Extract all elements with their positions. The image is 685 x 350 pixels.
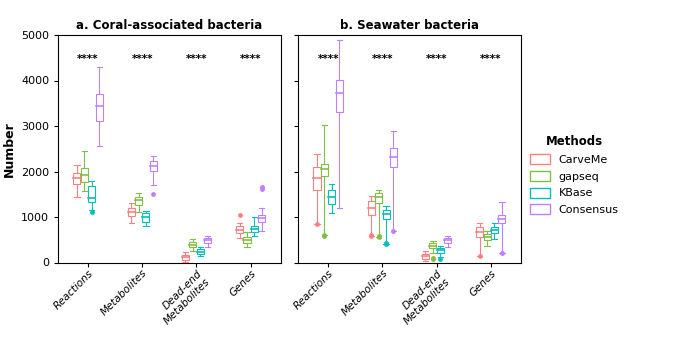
Bar [437,248,444,253]
Bar [390,148,397,167]
Bar [321,164,328,176]
Bar [81,168,88,182]
Y-axis label: Number: Number [3,121,16,177]
Bar [197,249,203,254]
Bar [243,237,251,243]
Bar [88,186,95,202]
Text: ****: **** [132,54,153,64]
Text: ****: **** [77,54,99,64]
Text: ****: **** [317,54,339,64]
Bar [204,238,211,243]
Bar [127,208,135,216]
Bar [368,201,375,215]
Bar [375,193,382,203]
Bar [476,228,483,237]
Bar [251,226,258,232]
Bar [382,210,390,219]
Text: ****: **** [371,54,393,64]
Bar [429,243,436,248]
Bar [314,167,321,190]
Text: ****: **** [426,54,447,64]
Bar [182,254,189,260]
Bar [96,94,103,121]
Bar [142,214,149,222]
Bar [444,238,451,243]
Text: ****: **** [480,54,501,64]
Bar [150,161,157,170]
Bar [336,79,342,112]
Text: ****: **** [186,54,208,64]
Title: b. Seawater bacteria: b. Seawater bacteria [340,20,479,33]
Bar [135,197,142,205]
Text: ****: **** [240,54,262,64]
Bar [491,227,498,233]
Title: a. Coral-associated bacteria: a. Coral-associated bacteria [76,20,262,33]
Bar [189,242,197,247]
Bar [236,226,243,233]
Bar [73,173,80,184]
Bar [499,215,506,223]
Bar [422,254,429,259]
Bar [484,234,490,240]
Bar [328,190,336,204]
Legend: CarveMe, gapseq, KBase, Consensus: CarveMe, gapseq, KBase, Consensus [530,135,619,215]
Bar [258,215,265,222]
